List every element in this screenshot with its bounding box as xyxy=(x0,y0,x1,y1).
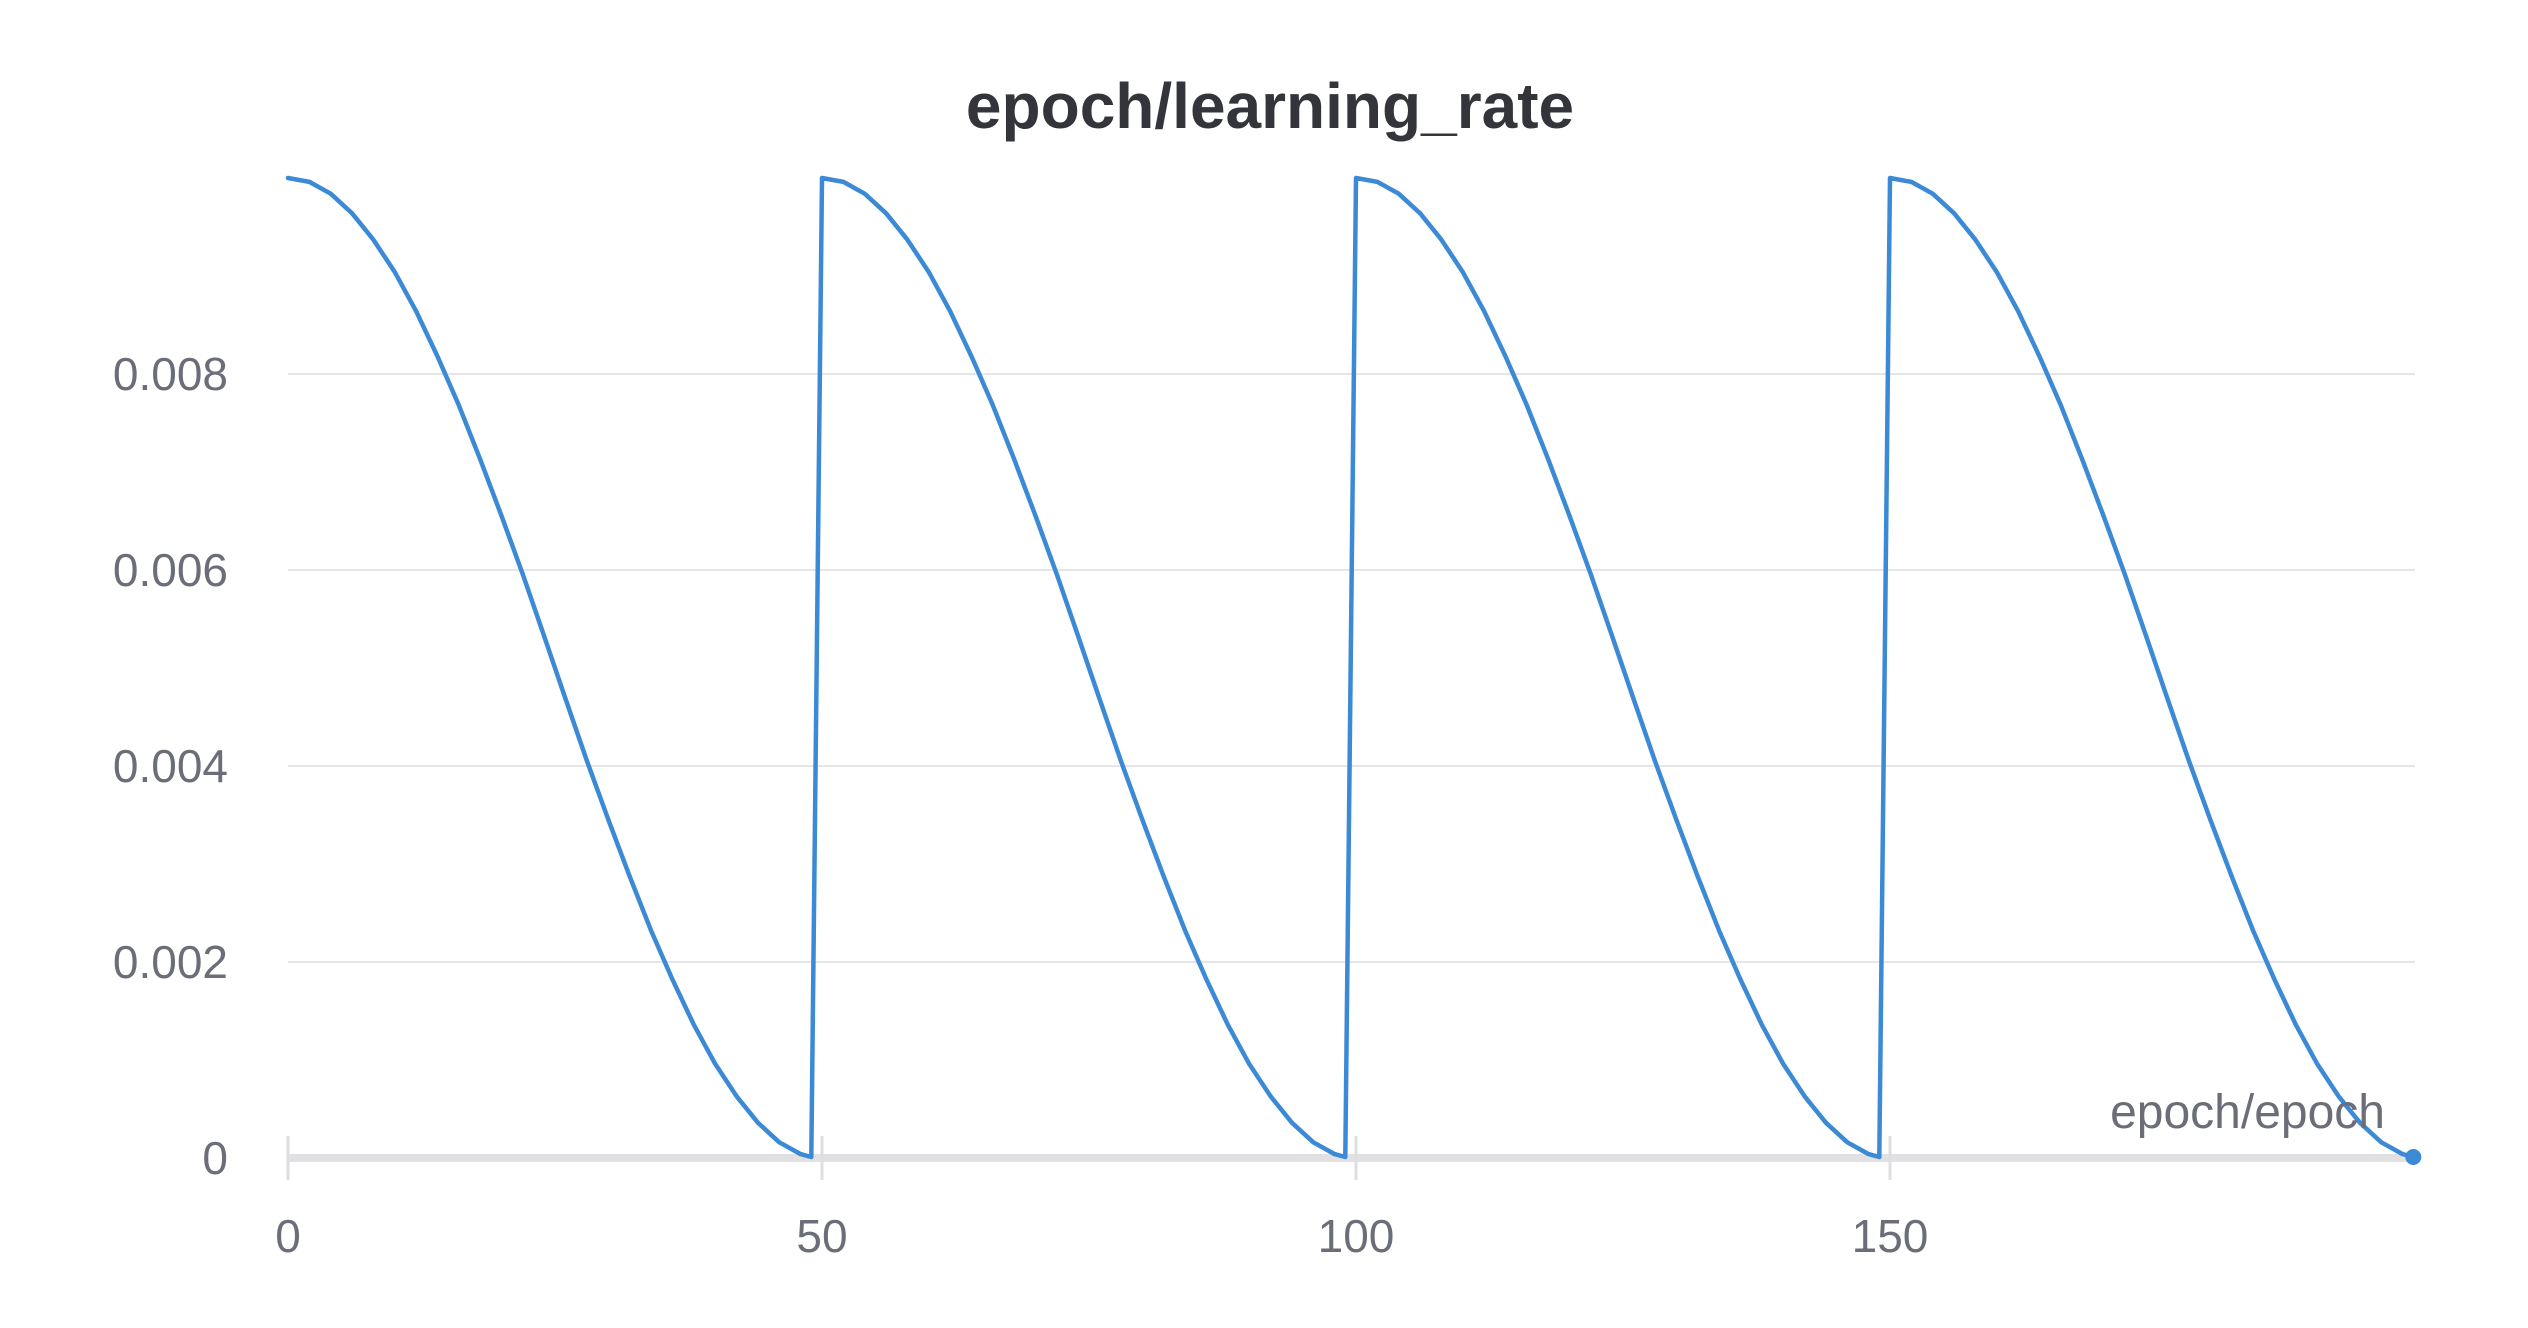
x-tick-label: 100 xyxy=(1318,1210,1395,1262)
y-tick-label: 0.008 xyxy=(113,348,228,400)
series-line xyxy=(285,175,2416,1160)
x-tick-label: 50 xyxy=(796,1210,847,1262)
y-axis-tick-labels: 0 0.002 0.004 0.006 0.008 xyxy=(113,348,228,1184)
series-lines xyxy=(285,175,2422,1166)
x-tick-label: 150 xyxy=(1852,1210,1929,1262)
x-axis-label: epoch/epoch xyxy=(2110,1086,2385,1139)
y-tick-label: 0.006 xyxy=(113,544,228,596)
x-axis-tick-labels: 0 50 100 150 xyxy=(275,1210,1928,1262)
x-tick-label: 0 xyxy=(275,1210,301,1262)
chart-title: epoch/learning_rate xyxy=(966,70,1574,142)
y-tick-label: 0.004 xyxy=(113,740,228,792)
y-tick-label: 0 xyxy=(202,1132,228,1184)
y-tick-label: 0.002 xyxy=(113,936,228,988)
series-end-point xyxy=(2405,1149,2422,1166)
x-axis xyxy=(286,1136,2415,1180)
